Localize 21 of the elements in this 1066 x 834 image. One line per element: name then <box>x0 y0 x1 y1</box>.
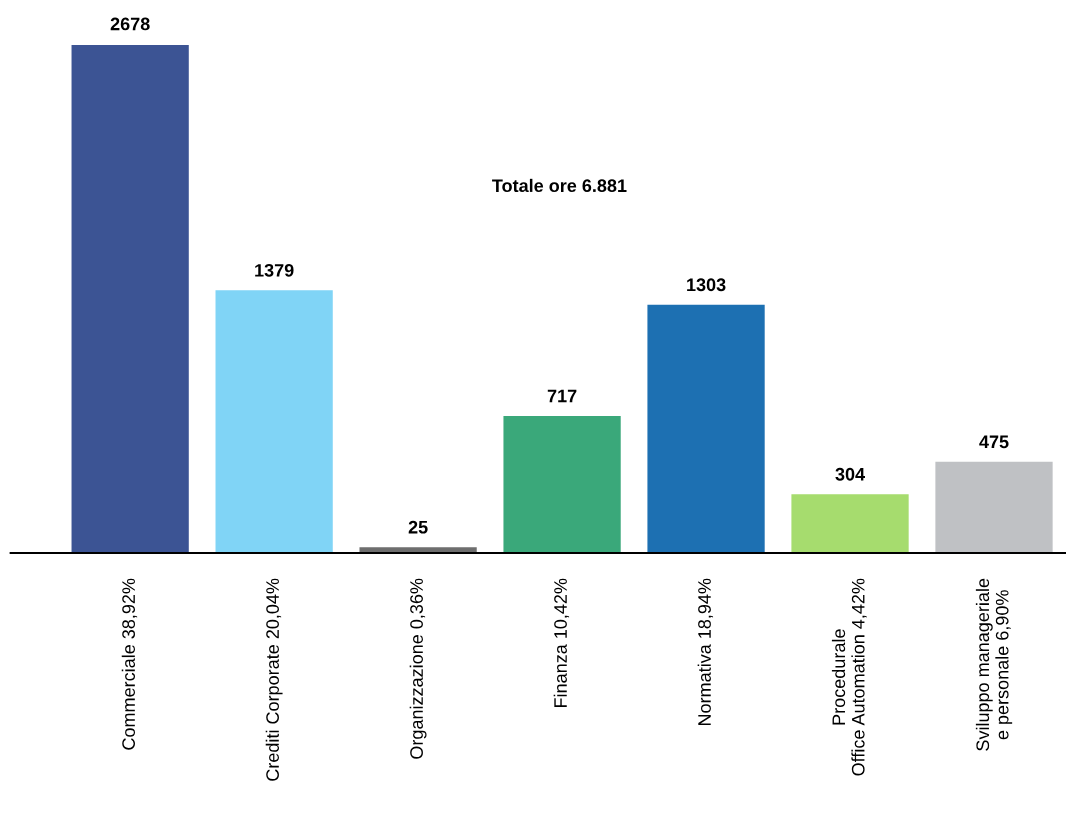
data-label: 1303 <box>687 278 726 292</box>
bar <box>935 461 1053 553</box>
data-label: 717 <box>547 389 577 403</box>
x-tick-label: Finanza 10,42% <box>553 578 570 707</box>
bar <box>71 45 189 553</box>
data-label: 25 <box>408 520 428 534</box>
x-tick-label: Procedurale Office Automation 4,42% <box>831 578 867 776</box>
text: Totale ore 6.881 <box>492 178 627 193</box>
bar <box>503 415 621 553</box>
data-label: 304 <box>835 467 865 481</box>
x-tick-label: Commerciale 38,92% <box>121 578 138 750</box>
bar <box>647 304 765 553</box>
bar <box>215 290 333 553</box>
bar <box>791 494 909 553</box>
x-tick-label: Normativa 18,94% <box>697 578 714 726</box>
x-tick-label: Crediti Corporate 20,04% <box>265 578 283 781</box>
data-label: 2678 <box>110 17 150 31</box>
data-label: 475 <box>979 435 1009 449</box>
data-label: 1379 <box>255 263 294 277</box>
x-tick-label: Organizzazione 0,36% <box>409 578 427 759</box>
x-tick-label: Sviluppo manageriale e personale 6,90% <box>975 578 1013 751</box>
